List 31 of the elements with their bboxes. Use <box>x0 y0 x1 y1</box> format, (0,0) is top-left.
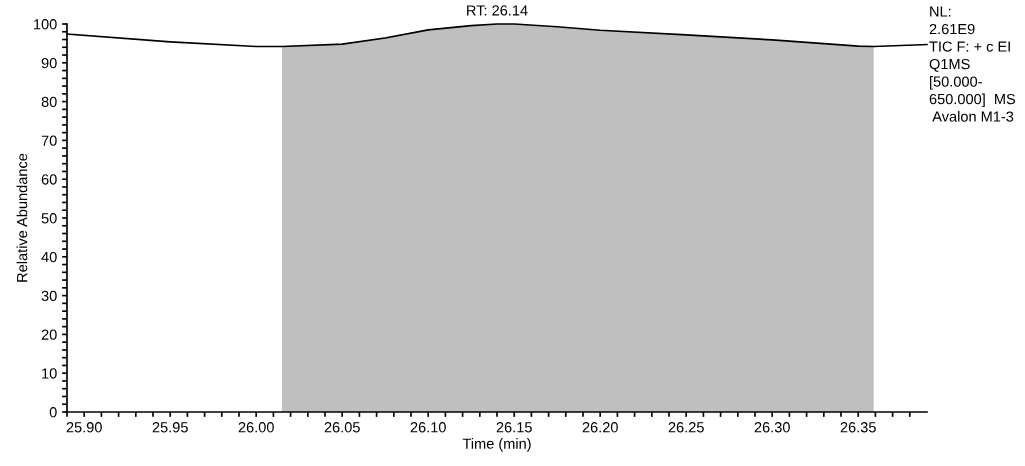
x-tick-label: 26.00 <box>238 422 274 433</box>
x-tick-label: 26.05 <box>324 422 360 433</box>
text: NL: <box>930 6 951 17</box>
x-tick-label: 26.15 <box>496 422 532 433</box>
y-tick-label: 40 <box>41 251 57 263</box>
y-tick-label: 10 <box>42 368 57 379</box>
x-tick-label: 25.90 <box>66 422 102 433</box>
x-tick-label: 26.35 <box>840 422 876 433</box>
y-axis-title: Relative Abundance <box>16 153 28 282</box>
y-tick-label: 50 <box>41 213 57 224</box>
y-tick-label: 70 <box>41 135 57 146</box>
y-tick-label: 100 <box>34 19 57 30</box>
annotation: RT: 26.14 <box>467 5 528 16</box>
x-tick-label: 26.25 <box>668 422 704 433</box>
y-tick-label: 60 <box>41 174 57 185</box>
text: 2.61E9 <box>929 23 975 35</box>
text: Avalon M1-3 <box>932 111 1014 122</box>
y-tick-label: 0 <box>49 407 57 418</box>
text: 650.000] MS <box>929 93 1016 108</box>
x-tick-label: 25.95 <box>152 422 188 433</box>
x-tick-label: 26.10 <box>410 422 446 433</box>
text: TIC F: + c EI <box>929 41 1010 52</box>
y-tick-label: 30 <box>41 290 57 302</box>
y-tick-label: 20 <box>41 329 57 340</box>
text: Q1MS <box>929 58 970 72</box>
y-tick-label: 80 <box>41 96 57 108</box>
text: [50.000- <box>930 76 982 90</box>
x-tick-label: 26.30 <box>754 422 790 433</box>
y-tick-label: 90 <box>41 57 57 69</box>
x-tick-label: 26.20 <box>582 422 618 433</box>
x-axis-title: Time (min) <box>462 438 531 452</box>
